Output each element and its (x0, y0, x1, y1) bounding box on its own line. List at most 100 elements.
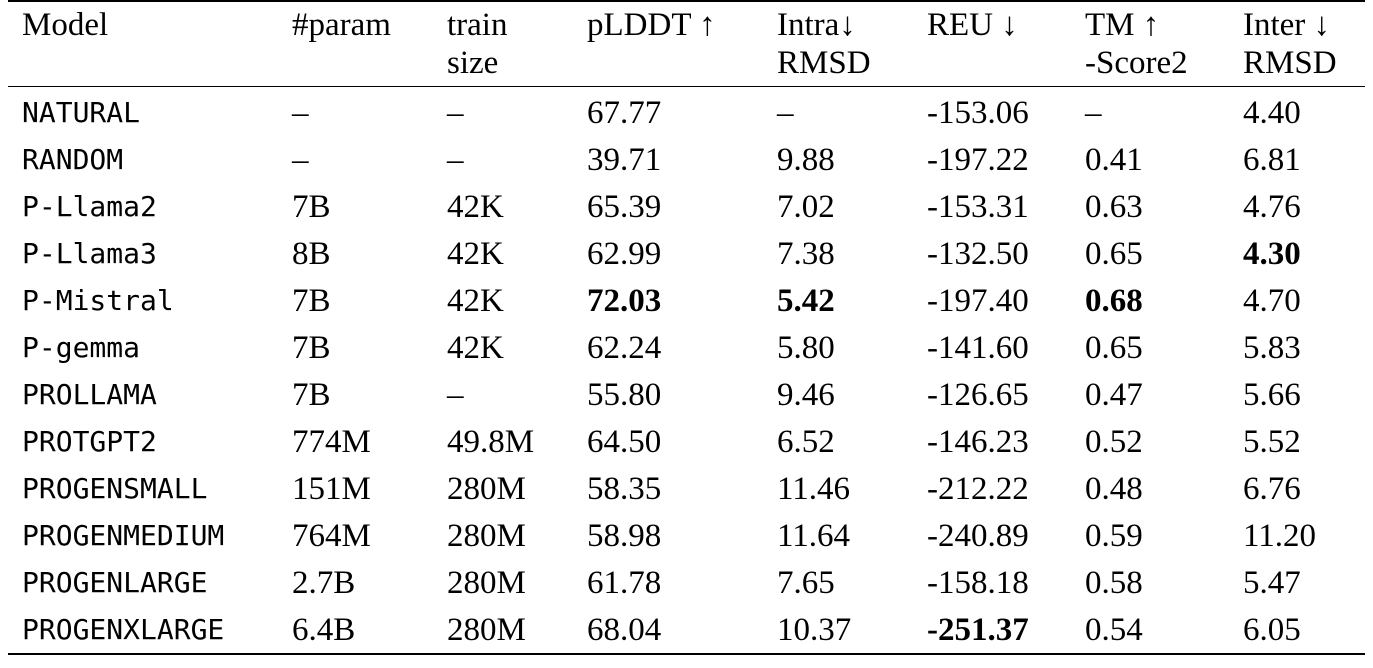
cell-intra-rmsd: 5.42 (777, 282, 835, 319)
cell-tm-score2: 0.68 (1085, 282, 1143, 319)
cell-model: PROGENSMALL (22, 471, 208, 505)
cell-param: 8B (292, 235, 331, 272)
table-body: NATURAL – – 67.77 – -153.06 – 4.40 RANDOM – – 39.71… (8, 87, 1365, 654)
cell-intra-rmsd: 7.38 (777, 235, 835, 272)
cell-intra-rmsd: 7.65 (777, 564, 835, 601)
cell-reu: -146.23 (927, 423, 1029, 460)
cell-inter-rmsd: 5.66 (1243, 376, 1301, 413)
header-inter-rmsd: Inter ↓ RMSD (1243, 7, 1337, 81)
cell-plddt: 68.04 (587, 611, 662, 648)
cell-tm-score2: 0.63 (1085, 188, 1143, 225)
cell-model: PROGENLARGE (22, 565, 208, 599)
header-intra-rmsd: Intra↓ RMSD (777, 7, 871, 81)
cell-plddt: 62.99 (587, 235, 662, 272)
cell-plddt: 62.24 (587, 329, 662, 366)
cell-inter-rmsd: 4.40 (1243, 94, 1301, 131)
cell-inter-rmsd: 4.30 (1243, 235, 1301, 272)
cell-tm-score2: 0.59 (1085, 517, 1143, 554)
table-row: PROLLAMA 7B – 55.80 9.46 -126.65 0.47 5.66 (8, 371, 1365, 418)
cell-train-size: 280M (447, 611, 526, 648)
table-row: PROGENLARGE 2.7B 280M 61.78 7.65 -158.18 0.58 5… (8, 559, 1365, 606)
cell-model: NATURAL (22, 95, 141, 129)
table-header: Model #param train size pLDDT ↑ Intra↓ RMS… (8, 1, 1365, 87)
cell-plddt: 65.39 (587, 188, 662, 225)
cell-inter-rmsd: 6.81 (1243, 141, 1301, 178)
cell-train-size: – (447, 94, 464, 131)
cell-intra-rmsd: – (777, 94, 794, 131)
cell-intra-rmsd: 9.88 (777, 141, 835, 178)
cell-param: 774M (292, 423, 371, 460)
cell-param: 7B (292, 376, 331, 413)
header-train-size: train size (447, 7, 508, 81)
cell-intra-rmsd: 9.46 (777, 376, 835, 413)
cell-intra-rmsd: 10.37 (777, 611, 852, 648)
cell-model: PROTGPT2 (22, 424, 157, 458)
cell-param: 764M (292, 517, 371, 554)
cell-tm-score2: 0.41 (1085, 141, 1143, 178)
cell-model: PROLLAMA (22, 377, 157, 411)
cell-tm-score2: 0.65 (1085, 329, 1143, 366)
cell-intra-rmsd: 7.02 (777, 188, 835, 225)
cell-inter-rmsd: 4.76 (1243, 188, 1301, 225)
table-row: NATURAL – – 67.77 – -153.06 – 4.40 (8, 87, 1365, 137)
cell-param: 151M (292, 470, 371, 507)
cell-train-size: 280M (447, 470, 526, 507)
table-row: RANDOM – – 39.71 9.88 -197.22 0.41 6.81 (8, 136, 1365, 183)
table-row: PROTGPT2 774M 49.8M 64.50 6.52 -146.23 0.52 5.5… (8, 418, 1365, 465)
cell-reu: -197.22 (927, 141, 1029, 178)
table-row: P-Llama2 7B 42K 65.39 7.02 -153.31 0.63 4.76 (8, 183, 1365, 230)
cell-train-size: 42K (447, 235, 504, 272)
cell-plddt: 39.71 (587, 141, 662, 178)
cell-reu: -153.06 (927, 94, 1029, 131)
cell-tm-score2: 0.65 (1085, 235, 1143, 272)
cell-intra-rmsd: 6.52 (777, 423, 835, 460)
cell-param: 7B (292, 188, 331, 225)
table-row: PROGENSMALL 151M 280M 58.35 11.46 -212.22 0.48… (8, 465, 1365, 512)
table-row: P-Llama3 8B 42K 62.99 7.38 -132.50 0.65 4.30 (8, 230, 1365, 277)
cell-param: 6.4B (292, 611, 356, 648)
cell-tm-score2: – (1085, 94, 1102, 131)
header-row: Model #param train size pLDDT ↑ Intra↓ RMS… (8, 1, 1365, 87)
cell-tm-score2: 0.54 (1085, 611, 1143, 648)
cell-train-size: 280M (447, 564, 526, 601)
cell-train-size: – (447, 141, 464, 178)
cell-reu: -197.40 (927, 282, 1029, 319)
cell-model: PROGENXLARGE (22, 612, 225, 646)
cell-inter-rmsd: 6.76 (1243, 470, 1301, 507)
cell-param: – (292, 141, 309, 178)
header-model: Model (22, 7, 109, 43)
cell-tm-score2: 0.52 (1085, 423, 1143, 460)
cell-inter-rmsd: 5.47 (1243, 564, 1301, 601)
results-table: Model #param train size pLDDT ↑ Intra↓ RMS… (8, 0, 1365, 655)
cell-plddt: 61.78 (587, 564, 662, 601)
cell-model: P-Llama3 (22, 236, 157, 270)
cell-param: 7B (292, 282, 331, 319)
cell-train-size: 49.8M (447, 423, 535, 460)
cell-model: P-gemma (22, 330, 141, 364)
header-reu: REU ↓ (927, 7, 1018, 43)
cell-tm-score2: 0.47 (1085, 376, 1143, 413)
cell-model: RANDOM (22, 142, 124, 176)
cell-tm-score2: 0.58 (1085, 564, 1143, 601)
cell-model: P-Llama2 (22, 189, 157, 223)
header-param: #param (292, 7, 391, 43)
cell-reu: -126.65 (927, 376, 1029, 413)
cell-intra-rmsd: 11.46 (777, 470, 851, 507)
cell-tm-score2: 0.48 (1085, 470, 1143, 507)
header-plddt: pLDDT ↑ (587, 7, 716, 43)
cell-train-size: – (447, 376, 464, 413)
table-row: PROGENXLARGE 6.4B 280M 68.04 10.37 -251.37 0.5… (8, 606, 1365, 654)
cell-reu: -251.37 (927, 611, 1029, 648)
table-row: P-gemma 7B 42K 62.24 5.80 -141.60 0.65 5.83 (8, 324, 1365, 371)
cell-intra-rmsd: 5.80 (777, 329, 835, 366)
cell-model: P-Mistral (22, 283, 174, 317)
results-table-container: Model #param train size pLDDT ↑ Intra↓ RMS… (8, 0, 1365, 655)
cell-plddt: 72.03 (587, 282, 662, 319)
header-tm-score2: TM ↑ -Score2 (1085, 7, 1188, 81)
cell-reu: -132.50 (927, 235, 1029, 272)
cell-intra-rmsd: 11.64 (777, 517, 851, 554)
cell-reu: -153.31 (927, 188, 1029, 225)
cell-reu: -212.22 (927, 470, 1029, 507)
cell-reu: -240.89 (927, 517, 1029, 554)
cell-param: – (292, 94, 309, 131)
